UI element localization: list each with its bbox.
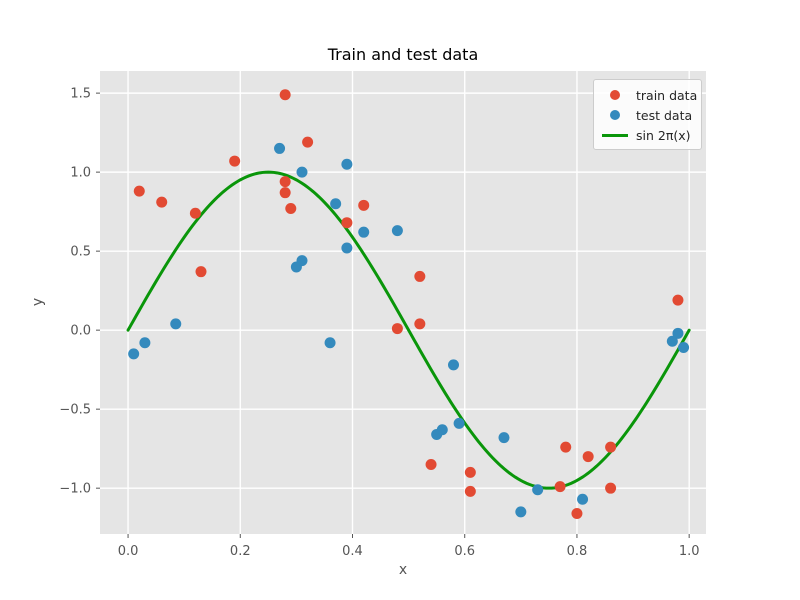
- train-data-point: [189, 207, 201, 219]
- test-data-point: [577, 493, 589, 505]
- test-data-point: [296, 255, 308, 267]
- y-tick-label: 1.5: [70, 87, 91, 102]
- test-data-point: [324, 337, 336, 349]
- test-data-point: [532, 484, 544, 496]
- test-data-point: [358, 226, 370, 238]
- legend-item-sine: sin 2π(x): [594, 125, 701, 145]
- train-data-point: [464, 485, 476, 497]
- train-data-point: [133, 185, 145, 197]
- test-data-marker-cell: [594, 110, 636, 120]
- y-tick-label: −1.0: [59, 482, 91, 497]
- y-tick-label: −0.5: [59, 403, 91, 418]
- train-data-point: [279, 89, 291, 101]
- y-tick-label: 1.0: [70, 166, 91, 181]
- train-data-marker-cell: [594, 90, 636, 100]
- test-data-point: [296, 166, 308, 178]
- train-data-point: [156, 196, 168, 208]
- train-data-point: [414, 318, 426, 330]
- test-data-point: [391, 225, 403, 237]
- test-data-point: [341, 242, 353, 254]
- x-tick-label: 0.0: [118, 544, 139, 559]
- test-data-point: [139, 337, 151, 349]
- test-data-point: [448, 359, 459, 371]
- y-tick-label: 0.0: [70, 324, 91, 339]
- train-data-point: [672, 294, 684, 306]
- train-data-point: [605, 441, 617, 453]
- train-data-point: [341, 217, 353, 229]
- train-data-point: [229, 155, 241, 167]
- legend-label-test: test data: [636, 107, 693, 123]
- legend: train data test data sin 2π(x): [593, 79, 702, 150]
- train-data-point: [425, 458, 437, 470]
- train-data-point: [279, 176, 291, 188]
- test-data-point: [453, 417, 465, 429]
- legend-item-test: test data: [594, 105, 701, 125]
- x-tick-label: 1.0: [679, 544, 700, 559]
- train-data-point: [605, 482, 617, 494]
- test-data-point: [436, 424, 448, 436]
- train-data-point: [302, 136, 314, 148]
- test-data-point: [672, 327, 684, 339]
- x-tick-label: 0.2: [230, 544, 251, 559]
- chart-title: Train and test data: [327, 45, 479, 64]
- test-data-point: [274, 142, 286, 154]
- test-data-point: [498, 432, 510, 444]
- train-data-dot-icon: [610, 90, 620, 100]
- test-data-point: [678, 342, 690, 354]
- x-tick-label: 0.6: [454, 544, 475, 559]
- train-data-point: [571, 507, 583, 519]
- test-data-point: [666, 335, 678, 347]
- test-data-point: [341, 158, 353, 170]
- x-axis-label: x: [398, 562, 408, 578]
- test-data-point: [170, 318, 182, 330]
- test-data-point: [330, 198, 342, 210]
- legend-label-train: train data: [636, 87, 698, 103]
- train-data-point: [391, 323, 403, 335]
- x-tick-label: 0.8: [567, 544, 588, 559]
- legend-item-train: train data: [594, 85, 701, 105]
- test-data-dot-icon: [610, 110, 620, 120]
- legend-label-sine: sin 2π(x): [636, 127, 691, 143]
- x-tick-label: 0.4: [342, 544, 363, 559]
- train-data-point: [285, 202, 297, 214]
- sine-curve: [126, 170, 691, 490]
- test-data-point: [128, 348, 140, 360]
- y-tick-label: 0.5: [70, 245, 91, 260]
- train-data-point: [279, 187, 291, 199]
- y-axis-label: y: [30, 297, 46, 307]
- sine-line-icon: [602, 133, 628, 137]
- train-data-point: [195, 266, 207, 278]
- train-data-point: [464, 466, 476, 478]
- train-data-point: [560, 441, 572, 453]
- sine-marker-cell: [594, 133, 636, 137]
- train-data-point: [582, 451, 594, 463]
- test-data-point: [515, 506, 527, 518]
- train-data-point: [554, 481, 566, 493]
- train-data-point: [414, 270, 426, 282]
- train-data-point: [358, 199, 370, 211]
